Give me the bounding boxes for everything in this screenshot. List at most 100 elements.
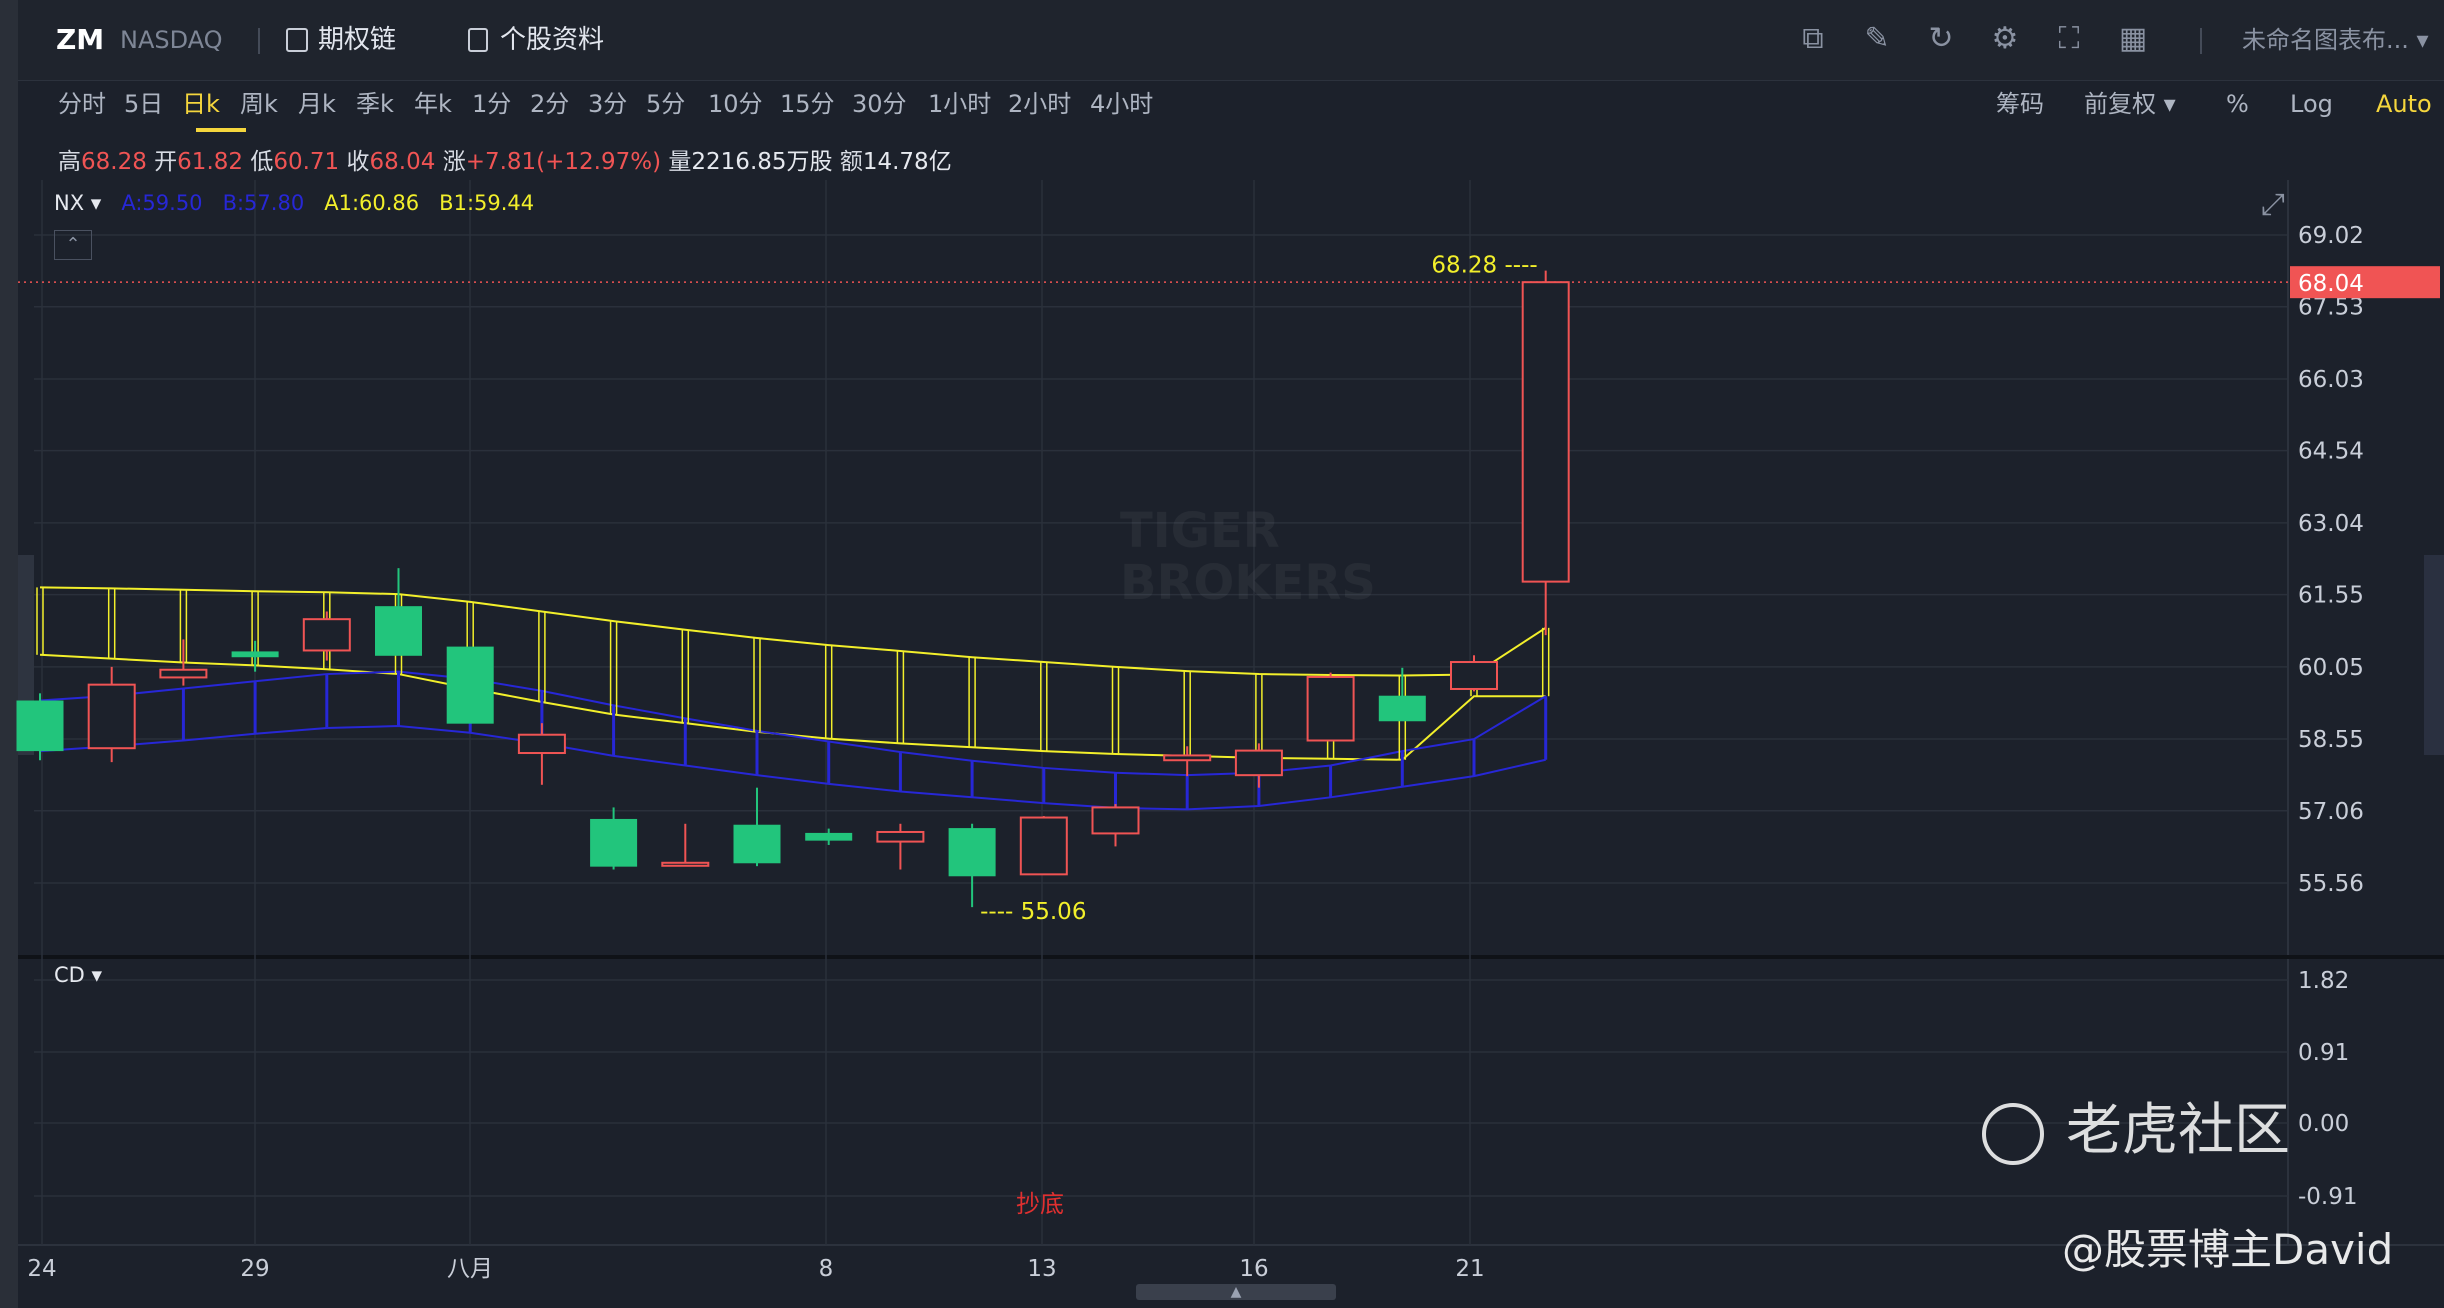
period-tab[interactable]: 30分: [852, 90, 907, 118]
band-upper-line: [39, 586, 1547, 677]
toolbar-divider: [2200, 28, 2202, 54]
log-toggle[interactable]: Log: [2290, 90, 2333, 118]
document-icon[interactable]: [468, 28, 488, 52]
candle-body: [1091, 806, 1140, 835]
gear-icon[interactable]: ⚙: [1991, 21, 2019, 56]
candle-body: [590, 818, 638, 867]
price-tick-label: 66.03: [2298, 367, 2364, 393]
refresh-icon[interactable]: ↻: [1928, 21, 1954, 56]
high-value: 68.28: [81, 149, 147, 175]
change-label: 涨: [442, 149, 466, 175]
candle-body: [1019, 816, 1068, 876]
time-tick-label: 8: [819, 1256, 834, 1282]
band-lower-line: [39, 670, 1547, 777]
indicator-b1: B1:59.44: [439, 191, 535, 215]
amount-label: 额: [839, 149, 863, 175]
candle-body: [446, 646, 494, 724]
watermark-line: BROKERS: [1120, 555, 1376, 611]
time-tick-label: 29: [240, 1256, 269, 1282]
last-price-tag: [2290, 266, 2440, 299]
candle-body: [1450, 661, 1498, 690]
indicator-icon[interactable]: ⧉: [1802, 21, 1824, 56]
cd-tick-label: 0.91: [2298, 1040, 2349, 1066]
tiger-brokers-watermark: TIGER BROKERS: [970, 505, 1376, 609]
period-toolbar: 分时 5日 日k 周k 月k 季k 年k 1分 2分 3分 5分 10分 15分…: [18, 80, 2444, 142]
indicator-b: B:57.80: [222, 191, 305, 215]
candle-body: [87, 683, 136, 750]
grid-layout-icon[interactable]: ▦: [2118, 21, 2148, 56]
low-label: 低: [250, 149, 274, 175]
period-tab[interactable]: 5日: [124, 90, 164, 118]
layout-selector[interactable]: 未命名图表布... ▾: [2242, 26, 2429, 54]
indicator-selector[interactable]: NX ▾: [54, 191, 102, 215]
candle-body: [948, 828, 996, 877]
candle-body: [733, 824, 781, 864]
watermark-line: TIGER: [1120, 503, 1280, 559]
stock-profile-button[interactable]: 个股资料: [500, 25, 605, 55]
low-marker: ---- 55.06: [980, 899, 1086, 925]
pen-icon[interactable]: ✎: [1864, 21, 1890, 56]
stock-symbol[interactable]: ZM: [56, 23, 105, 56]
period-tab[interactable]: 1分: [472, 90, 512, 118]
candle-body: [805, 832, 853, 841]
percent-toggle[interactable]: %: [2226, 90, 2249, 118]
period-tab[interactable]: 5分: [646, 90, 686, 118]
price-tick-label: 55.56: [2298, 871, 2364, 897]
cd-tick-label: 1.82: [2298, 968, 2349, 994]
chart-icon[interactable]: [286, 28, 308, 52]
chips-button[interactable]: 筹码: [1996, 90, 2044, 118]
candle-body: [876, 830, 925, 843]
close-value: 68.04: [369, 149, 436, 175]
period-tab[interactable]: 4小时: [1090, 90, 1154, 118]
candle-body: [375, 606, 422, 656]
price-tick-label: 64.54: [2298, 439, 2364, 465]
fullscreen-icon[interactable]: ⛶: [2058, 21, 2080, 56]
band-lower-bottom-line: [39, 725, 1546, 811]
candle-body: [1306, 675, 1355, 742]
period-tab[interactable]: 1小时: [928, 90, 992, 118]
low-value: 60.71: [273, 149, 340, 175]
tiger-logo-icon: [1982, 1102, 2044, 1165]
period-tab[interactable]: 15分: [780, 90, 835, 118]
period-tab[interactable]: 周k: [240, 90, 278, 118]
cd-indicator-selector[interactable]: CD ▾: [54, 963, 103, 987]
time-scrollbar[interactable]: ▲: [1136, 1284, 1336, 1300]
period-tab[interactable]: 年k: [414, 90, 452, 118]
period-tab[interactable]: 分时: [58, 90, 106, 118]
expand-icon[interactable]: ⤢: [2261, 187, 2285, 222]
right-panel-handle[interactable]: [2424, 555, 2444, 755]
period-tab[interactable]: 季k: [356, 90, 394, 118]
options-chain-button[interactable]: 期权链: [318, 25, 397, 55]
period-tab[interactable]: 10分: [708, 90, 763, 118]
watermark-text: 老虎社区: [2066, 1098, 2290, 1163]
candle-body: [231, 651, 279, 658]
period-tab-active[interactable]: 日k: [182, 90, 220, 118]
candle-body: [1521, 281, 1570, 583]
volume-value: 2216.85万股: [691, 149, 833, 175]
cd-annotation: 抄底: [1016, 1190, 1064, 1218]
candle-body: [302, 618, 351, 652]
price-tick-label: 63.04: [2298, 511, 2364, 537]
period-tab[interactable]: 2小时: [1008, 90, 1072, 118]
price-tick-label: 67.53: [2298, 295, 2364, 321]
price-tick-label: 58.55: [2298, 727, 2364, 753]
time-tick-label: 13: [1027, 1256, 1056, 1282]
author-watermark: @股票博主David: [2062, 1225, 2394, 1274]
period-tab[interactable]: 2分: [530, 90, 570, 118]
auto-toggle[interactable]: Auto: [2376, 90, 2432, 118]
indicator-a1: A1:60.86: [324, 191, 420, 215]
period-tab[interactable]: 月k: [298, 90, 336, 118]
adjust-dropdown[interactable]: 前复权 ▾: [2084, 90, 2176, 118]
collapse-button[interactable]: ⌃: [54, 230, 92, 260]
change-value: +7.81(+12.97%): [465, 149, 662, 175]
open-label: 开: [154, 149, 178, 175]
price-tick-label: 57.06: [2298, 799, 2364, 825]
left-window-edge: [0, 0, 18, 1308]
active-period-underline: [196, 128, 246, 132]
indicator-a: A:59.50: [121, 191, 203, 215]
cd-tick-label: -0.91: [2298, 1184, 2358, 1210]
time-tick-label: 24: [27, 1256, 56, 1282]
period-tab[interactable]: 3分: [588, 90, 628, 118]
